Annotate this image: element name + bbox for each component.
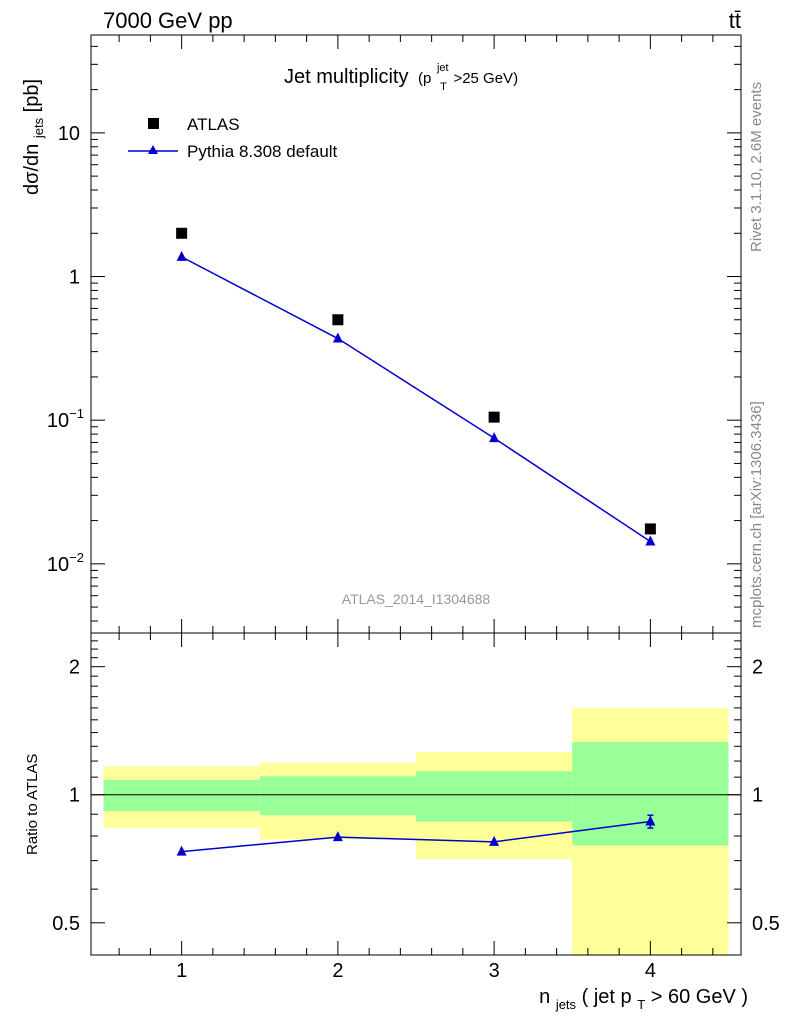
ratio-y-tick-label-left: 0.5: [52, 913, 80, 935]
ratio-y-axis-label: Ratio to ATLAS: [24, 754, 41, 855]
atlas-point: [488, 411, 500, 423]
title-main: Jet multiplicity: [284, 66, 408, 88]
y-tick-label: 10: [58, 123, 80, 145]
ratio-y-tick-label-right: 0.5: [752, 913, 780, 935]
legend-pythia-marker: [148, 145, 158, 154]
stat-uncertainty-band: [259, 776, 416, 816]
y-axis-label-unit: [pb]: [21, 79, 43, 112]
watermark: ATLAS_2014_I1304688: [342, 591, 491, 607]
pythia-point: [489, 432, 500, 443]
stat-uncertainty-band: [103, 779, 260, 812]
energy-label: 7000 GeV pp: [103, 8, 233, 33]
ratio-pythia-point: [489, 835, 500, 846]
legend-atlas-marker: [148, 118, 159, 129]
ratio-pythia-point: [176, 845, 187, 856]
legend-atlas-label: ATLAS: [187, 115, 240, 134]
pythia-point: [176, 250, 187, 261]
y-axis-label-main: dσ/dn: [21, 144, 43, 195]
x-axis-label: n jets ( jet p T > 60 GeV ): [539, 986, 748, 1014]
y-tick-label: 1: [69, 267, 80, 289]
legend-pythia-label: Pythia 8.308 default: [187, 142, 338, 161]
ratio-y-tick-label-left: 2: [69, 657, 80, 679]
x-axis-label-sub: jets: [555, 997, 577, 1012]
rivet-label: Rivet 3.1.10, 2.6M events: [748, 82, 765, 252]
ratio-frame: [90, 632, 742, 956]
atlas-point: [644, 523, 656, 535]
title-end: >25 GeV): [453, 70, 518, 87]
pythia-point: [645, 535, 656, 546]
x-axis-label-n: n: [539, 986, 550, 1008]
stat-uncertainty-band: [416, 771, 573, 822]
x-axis-label-sub2: T: [637, 997, 645, 1012]
ratio-pythia-point: [332, 831, 343, 842]
pythia-line: [181, 256, 651, 543]
ratio-pythia-point: [645, 815, 656, 826]
title-sup: jet: [436, 62, 449, 74]
x-tick-label: 3: [489, 960, 500, 982]
y-axis-label: dσ/dn jets [pb]: [21, 79, 48, 195]
pythia-point: [332, 332, 343, 343]
x-tick-label: 4: [645, 960, 656, 982]
main-panel: ATLAS_2014_I1304688 10 1 10−1 10−2 Jet mult…: [21, 34, 742, 634]
y-tick-label: 10−2: [47, 550, 84, 576]
process-label: tt̄: [729, 8, 741, 33]
title-suffix: (p: [418, 70, 431, 87]
title-sub: T: [440, 81, 447, 93]
ratio-pythia-line: [181, 820, 651, 853]
stat-uncertainty-band: [572, 742, 729, 846]
ratio-y-tick-label-left: 1: [69, 785, 80, 807]
atlas-point: [176, 227, 188, 239]
ratio-y-tick-label-right: 2: [752, 657, 763, 679]
x-tick-label: 2: [332, 960, 343, 982]
y-axis-label-sub: jets: [31, 117, 46, 139]
x-tick-label: 1: [176, 960, 187, 982]
atlas-point: [332, 314, 344, 326]
ratio-y-tick-label-right: 1: [752, 785, 763, 807]
y-tick-label: 10−1: [47, 406, 84, 432]
x-axis-label-end: > 60 GeV ): [651, 986, 748, 1008]
ratio-panel: 2 2 1 1 0.5 0.5 1 2 3 4 Ratio to ATLAS n jets ( …: [24, 632, 780, 1014]
chart-title: Jet multiplicity (p jet T >25 GeV): [284, 54, 518, 95]
source-label: mcplots.cern.ch [arXiv:1306.3436]: [748, 401, 765, 628]
x-axis-label-mid: ( jet p: [582, 986, 632, 1008]
legend: ATLAS Pythia 8.308 default: [128, 115, 338, 161]
